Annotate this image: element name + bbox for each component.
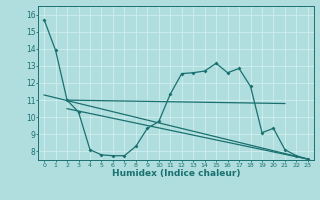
X-axis label: Humidex (Indice chaleur): Humidex (Indice chaleur): [112, 169, 240, 178]
